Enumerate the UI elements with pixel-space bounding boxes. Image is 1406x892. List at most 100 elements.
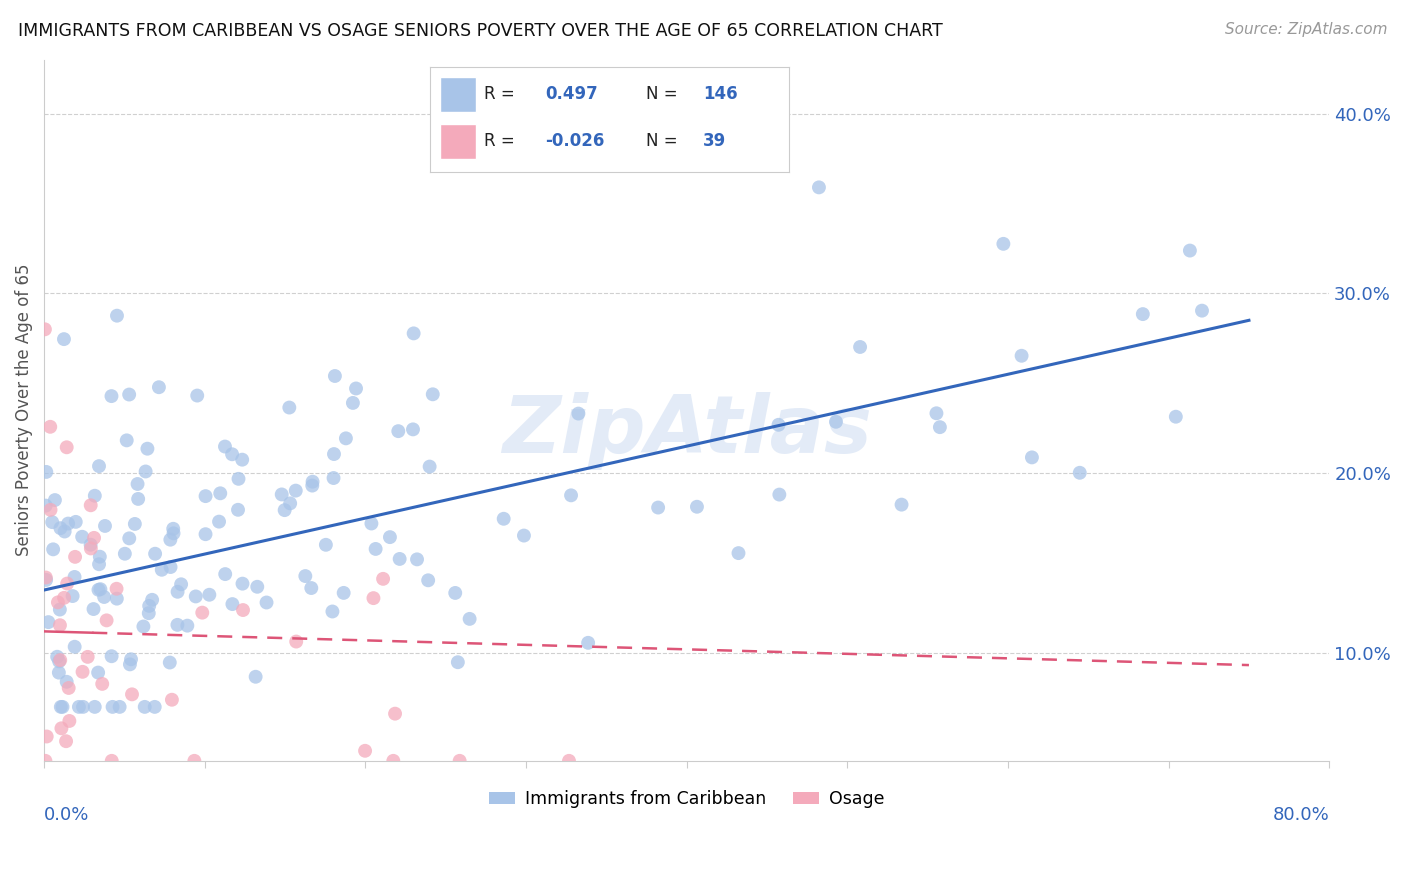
Point (419, 459, 441, 474)
Point (323, 447, 346, 461)
Point (46, 649, 69, 664)
Point (120, 652, 142, 666)
Point (198, 588, 221, 602)
Point (278, 496, 301, 510)
Point (35, 570, 58, 584)
Point (34, 754, 56, 768)
Point (364, 541, 387, 556)
Point (183, 754, 205, 768)
Point (83, 489, 105, 503)
Point (209, 486, 232, 500)
Point (363, 591, 385, 606)
Point (447, 655, 470, 669)
Point (567, 407, 589, 421)
Point (115, 434, 138, 448)
Point (35, 573, 58, 587)
Point (35, 730, 58, 744)
Point (284, 483, 307, 498)
Point (246, 580, 269, 594)
Point (100, 754, 122, 768)
Point (105, 591, 128, 606)
Point (226, 503, 249, 517)
Point (231, 452, 253, 467)
Point (1191, 303, 1213, 318)
Point (807, 180, 830, 194)
Point (576, 636, 599, 650)
Point (65, 515, 87, 529)
Point (214, 567, 236, 582)
Point (315, 538, 337, 552)
Point (170, 577, 193, 591)
Point (132, 619, 155, 633)
Point (402, 326, 425, 341)
Point (449, 754, 471, 768)
Point (89, 582, 111, 597)
Point (48, 665, 70, 680)
Point (34, 322, 56, 336)
Point (221, 597, 243, 611)
Point (231, 576, 253, 591)
Point (70, 530, 93, 544)
Point (1021, 450, 1043, 465)
Point (342, 396, 364, 410)
Point (100, 389, 122, 403)
Point (162, 522, 184, 536)
Point (87, 558, 110, 572)
Point (53, 524, 76, 539)
Point (93, 590, 115, 604)
Point (63, 640, 86, 654)
Point (727, 546, 749, 560)
Point (686, 500, 709, 514)
Point (228, 472, 250, 486)
Point (135, 465, 157, 479)
Point (335, 431, 357, 445)
Point (49, 521, 72, 535)
Point (105, 582, 128, 596)
Point (344, 382, 367, 396)
Point (1164, 409, 1187, 424)
Point (418, 574, 440, 588)
Point (890, 498, 912, 512)
Point (332, 586, 354, 600)
Point (83, 699, 105, 714)
Point (422, 387, 444, 401)
Point (270, 487, 292, 501)
Point (299, 581, 322, 595)
Point (121, 687, 143, 701)
Point (114, 547, 136, 561)
Point (166, 584, 188, 599)
Point (256, 595, 278, 609)
Point (159, 656, 181, 670)
Point (136, 442, 159, 456)
Point (928, 420, 950, 434)
Point (72, 699, 94, 714)
Point (273, 503, 295, 517)
Point (285, 634, 308, 648)
Point (56, 516, 79, 531)
Text: Source: ZipAtlas.com: Source: ZipAtlas.com (1225, 22, 1388, 37)
Point (1132, 307, 1154, 321)
Point (49, 618, 72, 632)
Point (143, 699, 166, 714)
Text: 0.0%: 0.0% (44, 806, 90, 824)
Point (162, 526, 184, 541)
Text: IMMIGRANTS FROM CARIBBEAN VS OSAGE SENIORS POVERTY OVER THE AGE OF 65 CORRELATIO: IMMIGRANTS FROM CARIBBEAN VS OSAGE SENIO… (18, 22, 943, 40)
Point (51, 721, 73, 735)
Point (44, 493, 66, 508)
Point (118, 387, 141, 401)
Point (49, 699, 72, 714)
Point (79, 538, 101, 552)
Point (118, 657, 141, 672)
Point (80, 541, 103, 556)
Point (46, 595, 69, 609)
Point (354, 744, 377, 758)
Point (138, 606, 160, 620)
Point (1011, 349, 1033, 363)
Point (560, 488, 582, 502)
Point (387, 424, 409, 438)
Point (134, 699, 156, 714)
Point (278, 401, 301, 415)
Point (360, 516, 382, 531)
Point (49, 602, 72, 616)
Point (55, 674, 77, 689)
